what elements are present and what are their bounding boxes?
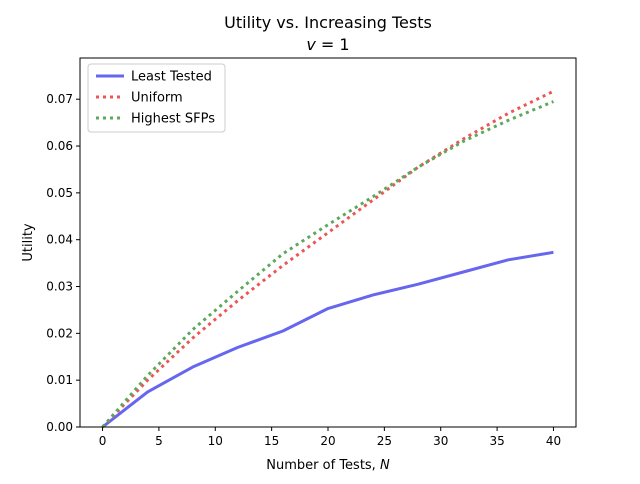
x-tick-label: 0 [99,434,107,448]
x-axis-label: Number of Tests, N [266,458,390,473]
legend: Least Tested Uniform Highest SFPs [87,63,226,133]
y-tick-label: 0.03 [46,280,73,294]
x-axis-label-variable: N [380,458,390,473]
legend-box [87,63,226,133]
x-tick-label: 10 [208,434,223,448]
legend-label: Uniform [131,91,183,106]
y-tick-label: 0.04 [46,233,73,247]
x-tick-label: 5 [155,434,163,448]
y-tick-label: 0.07 [46,92,73,106]
y-tick-label: 0.01 [46,373,73,387]
y-axis-label: Utility [21,223,36,262]
series-line-uniform [101,89,555,429]
y-tick-label: 0.05 [46,186,73,200]
x-axis-label-text: Number of Tests, [266,458,380,473]
x-tick-label: 15 [264,434,279,448]
y-tick-label: 0.02 [46,326,73,340]
x-tick-label: 20 [320,434,335,448]
series-lines [101,89,555,429]
chart-title: Utility vs. Increasing Tests [224,13,432,32]
x-tick-label: 25 [377,434,392,448]
chart-subtitle: v = 1 [306,35,349,54]
chart-subtitle-variable: v [306,35,316,54]
legend-label: Highest SFPs [131,112,215,127]
legend-label: Least Tested [131,70,212,85]
chart-subtitle-value: = 1 [316,35,350,54]
x-tick-label: 35 [489,434,504,448]
y-tick-label: 0.00 [46,420,73,434]
axis-ticks: 0 5 10 15 20 25 30 35 40 0.00 0.01 0.02 0.03 0.04 0.05… [46,92,561,448]
plot-frame [79,57,577,428]
series-line-least-tested [101,250,554,429]
x-tick-label: 40 [546,434,561,448]
y-tick-label: 0.06 [46,139,73,153]
x-tick-label: 30 [433,434,448,448]
